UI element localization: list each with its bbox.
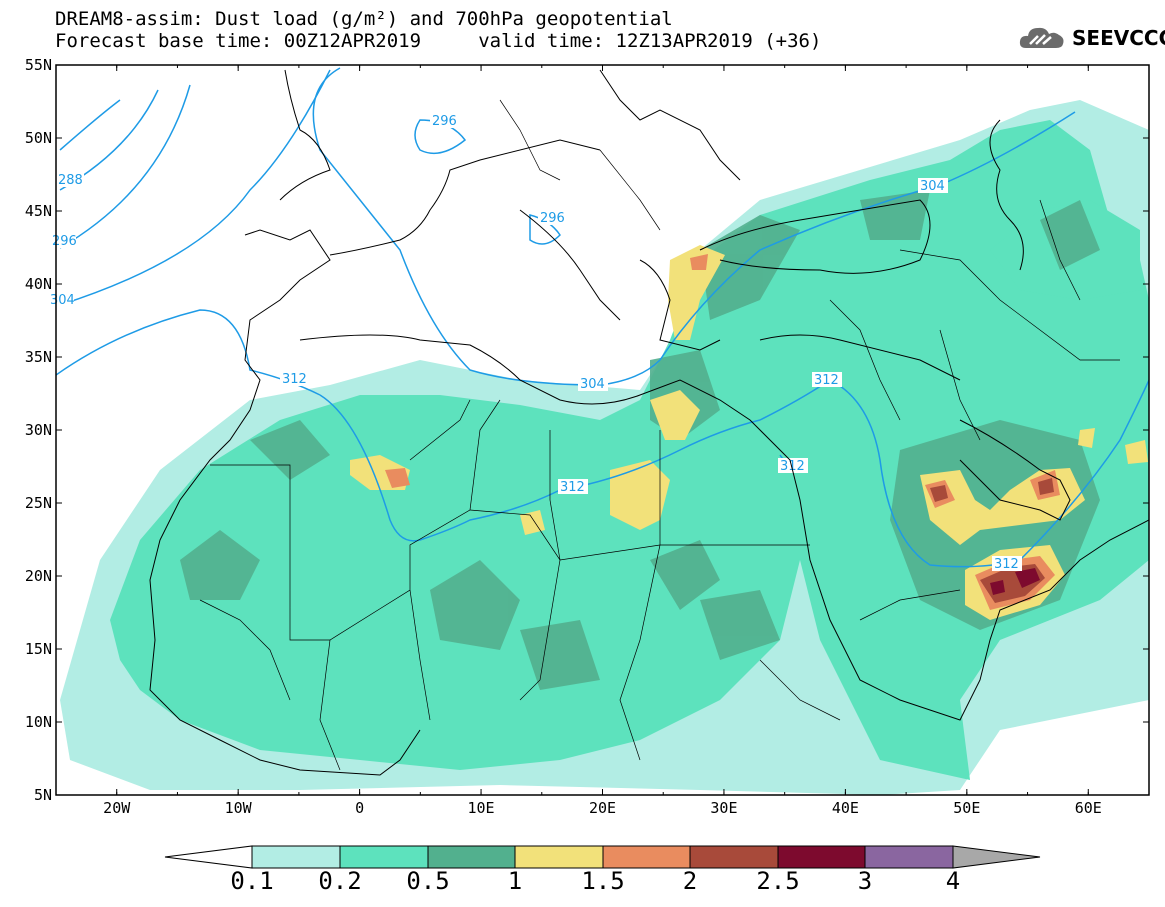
colorbar-label: 0.5 xyxy=(406,867,450,895)
colorbar-swatch xyxy=(777,845,866,869)
contour-label: 288 xyxy=(56,172,84,188)
contour-label: 296 xyxy=(430,113,460,129)
latitude-labels: 55N 50N 45N 40N 35N 30N 25N 20N 15N 10N 5N xyxy=(25,56,52,804)
colorbar-swatch xyxy=(514,845,604,869)
latitude-tick-label: 40N xyxy=(25,275,52,293)
svg-text:312: 312 xyxy=(994,557,1019,572)
longitude-tick-label: 30E xyxy=(710,799,737,817)
svg-text:296: 296 xyxy=(52,234,77,249)
longitude-tick-label: 60E xyxy=(1075,799,1102,817)
logo-text: SEEVCCC xyxy=(1072,26,1165,50)
title-line-1: DREAM8-assim: Dust load (g/m²) and 700hP… xyxy=(55,8,673,30)
colorbar-swatch xyxy=(602,845,691,869)
longitude-tick-label: 0 xyxy=(355,799,364,817)
latitude-tick-label: 35N xyxy=(25,348,52,366)
longitude-tick-label: 20W xyxy=(103,799,131,817)
country-borders xyxy=(199,99,1120,771)
cloud-icon xyxy=(1019,27,1064,48)
svg-text:312: 312 xyxy=(780,459,805,474)
colorbar xyxy=(164,845,1041,869)
title-line-2: Forecast base time: 00Z12APR2019 valid t… xyxy=(55,30,822,52)
dust-level-2-5 xyxy=(990,568,1040,595)
contour-label: 304 xyxy=(50,292,75,308)
longitude-tick-label: 20E xyxy=(589,799,616,817)
map-title: DREAM8-assim: Dust load (g/m²) and 700hP… xyxy=(55,8,821,52)
svg-text:312: 312 xyxy=(560,480,585,495)
longitude-labels: 20W 10W 0 10E 20E 30E 40E 50E 60E xyxy=(103,799,1102,817)
latitude-tick-label: 20N xyxy=(25,567,52,585)
colorbar-swatch xyxy=(864,845,954,869)
colorbar-swatch xyxy=(339,845,429,869)
colorbar-low-arrow xyxy=(164,845,253,869)
svg-text:296: 296 xyxy=(540,211,565,226)
svg-text:304: 304 xyxy=(580,377,605,392)
svg-text:304: 304 xyxy=(920,179,945,194)
svg-text:296: 296 xyxy=(432,114,457,129)
coastlines xyxy=(149,69,1149,776)
longitude-tick-label: 10E xyxy=(468,799,495,817)
colorbar-high-arrow xyxy=(952,845,1041,869)
latitude-tick-label: 55N xyxy=(25,56,52,74)
colorbar-label: 2.5 xyxy=(756,867,800,895)
longitude-tick-label: 50E xyxy=(953,799,980,817)
latitude-tick-label: 25N xyxy=(25,494,52,512)
longitude-tick-label: 10W xyxy=(225,799,253,817)
map-ticks xyxy=(55,64,1150,796)
seevccc-logo: SEEVCCC xyxy=(1018,24,1165,52)
colorbar-label: 0.2 xyxy=(318,867,362,895)
contour-label: 296 xyxy=(538,210,566,226)
svg-text:312: 312 xyxy=(282,372,307,387)
colorbar-swatch xyxy=(689,845,779,869)
latitude-tick-label: 45N xyxy=(25,202,52,220)
longitude-tick-label: 40E xyxy=(832,799,859,817)
latitude-tick-label: 50N xyxy=(25,129,52,147)
latitude-tick-label: 10N xyxy=(25,713,52,731)
contour-label: 296 xyxy=(52,233,77,249)
colorbar-swatch xyxy=(251,845,341,869)
svg-text:288: 288 xyxy=(58,173,83,188)
contour-label: 304 xyxy=(578,376,608,392)
colorbar-label: 1.5 xyxy=(581,867,625,895)
latitude-tick-label: 5N xyxy=(34,786,52,804)
contour-label: 312 xyxy=(812,372,842,388)
contour-label: 312 xyxy=(280,371,310,387)
latitude-tick-label: 30N xyxy=(25,421,52,439)
colorbar-label: 0.1 xyxy=(230,867,274,895)
svg-text:304: 304 xyxy=(50,293,75,308)
contour-label: 312 xyxy=(558,479,588,495)
colorbar-label: 4 xyxy=(945,867,961,895)
contour-labels: 296 288 296 304 296 304 312 304 312 312 … xyxy=(50,113,1022,572)
colorbar-swatch xyxy=(427,845,516,869)
latitude-tick-label: 15N xyxy=(25,640,52,658)
colorbar-label: 3 xyxy=(857,867,873,895)
colorbar-label: 2 xyxy=(682,867,698,895)
svg-text:312: 312 xyxy=(814,373,839,388)
contour-label: 312 xyxy=(778,458,808,474)
contour-label: 304 xyxy=(918,178,948,194)
dust-shading xyxy=(60,100,1149,795)
colorbar-label: 1 xyxy=(507,867,523,895)
contour-label: 312 xyxy=(992,556,1022,572)
